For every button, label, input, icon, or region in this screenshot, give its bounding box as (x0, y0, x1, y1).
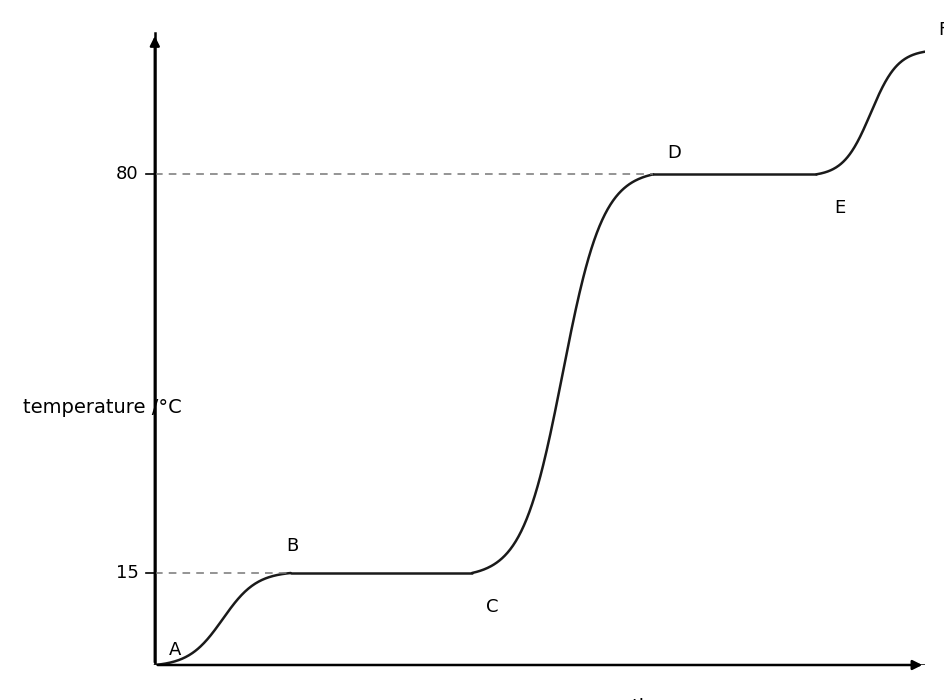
Text: time: time (632, 699, 675, 700)
Text: 80: 80 (116, 165, 139, 183)
Text: temperature /°C: temperature /°C (24, 398, 182, 417)
Text: 15: 15 (115, 564, 139, 582)
Text: B: B (286, 537, 298, 554)
Text: A: A (168, 641, 181, 659)
Text: F: F (938, 22, 944, 39)
Text: D: D (666, 144, 681, 162)
Text: E: E (834, 199, 846, 217)
Text: C: C (485, 598, 498, 615)
